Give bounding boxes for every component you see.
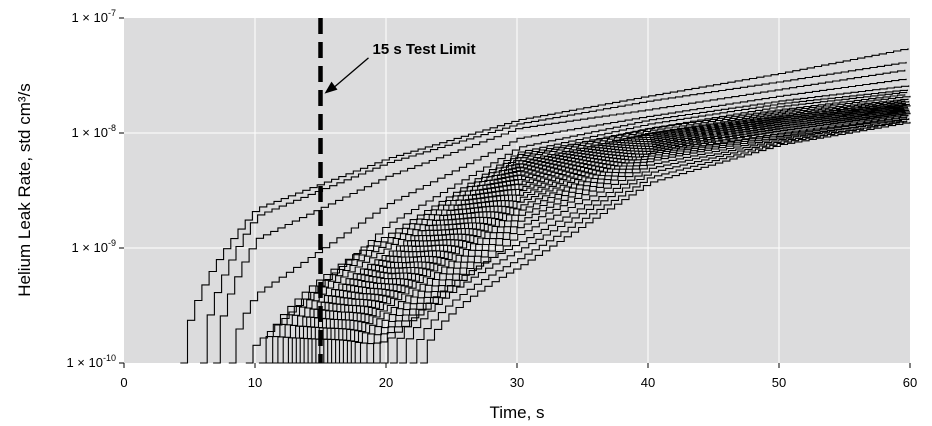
x-tick-label: 40 bbox=[641, 375, 655, 390]
y-tick-labels: 1 × 10-10 1 × 10-9 1 × 10-8 1 × 10-7 bbox=[66, 8, 124, 370]
x-tick-label: 10 bbox=[248, 375, 262, 390]
leak-rate-trace bbox=[399, 121, 904, 364]
leak-rate-trace bbox=[372, 116, 907, 364]
x-tick-label: 60 bbox=[903, 375, 917, 390]
x-tick-labels: 0 10 20 30 40 50 60 bbox=[120, 363, 917, 390]
leak-rate-trace bbox=[420, 121, 911, 364]
leak-rate-trace bbox=[276, 95, 911, 364]
x-tick-label: 50 bbox=[772, 375, 786, 390]
annotation-label: 15 s Test Limit bbox=[373, 41, 476, 58]
x-tick-label: 20 bbox=[379, 375, 393, 390]
y-axis-label: Helium Leak Rate, std cm³/s bbox=[15, 83, 34, 297]
leak-rate-trace bbox=[359, 114, 908, 364]
x-tick-label: 30 bbox=[510, 375, 524, 390]
leak-rate-trace bbox=[213, 69, 906, 364]
leak-rate-trace bbox=[258, 89, 908, 364]
arrow-head-icon bbox=[324, 81, 338, 94]
y-tick-label: 1 × 10-8 bbox=[71, 123, 116, 140]
leak-rate-trace bbox=[409, 120, 908, 364]
leak-rate-trace bbox=[228, 78, 907, 364]
y-tick-label: 1 × 10-10 bbox=[66, 353, 116, 370]
leak-rate-trace bbox=[245, 85, 910, 364]
leak-rate-trace bbox=[332, 109, 910, 364]
leak-rate-trace bbox=[270, 94, 906, 364]
leak-rate-trace bbox=[180, 48, 909, 364]
test-limit-marker: 15 s Test Limit bbox=[318, 18, 476, 363]
y-tick-label: 1 × 10-7 bbox=[71, 8, 116, 25]
leak-rate-trace bbox=[348, 112, 911, 364]
x-axis-label: Time, s bbox=[489, 403, 544, 422]
x-tick-label: 0 bbox=[120, 375, 127, 390]
leak-rate-trace bbox=[316, 106, 908, 364]
leak-rate-trace bbox=[389, 118, 910, 364]
y-tick-label: 1 × 10-9 bbox=[71, 238, 116, 255]
leak-rate-trace bbox=[300, 104, 907, 364]
annotation-arrow-line bbox=[332, 57, 369, 90]
